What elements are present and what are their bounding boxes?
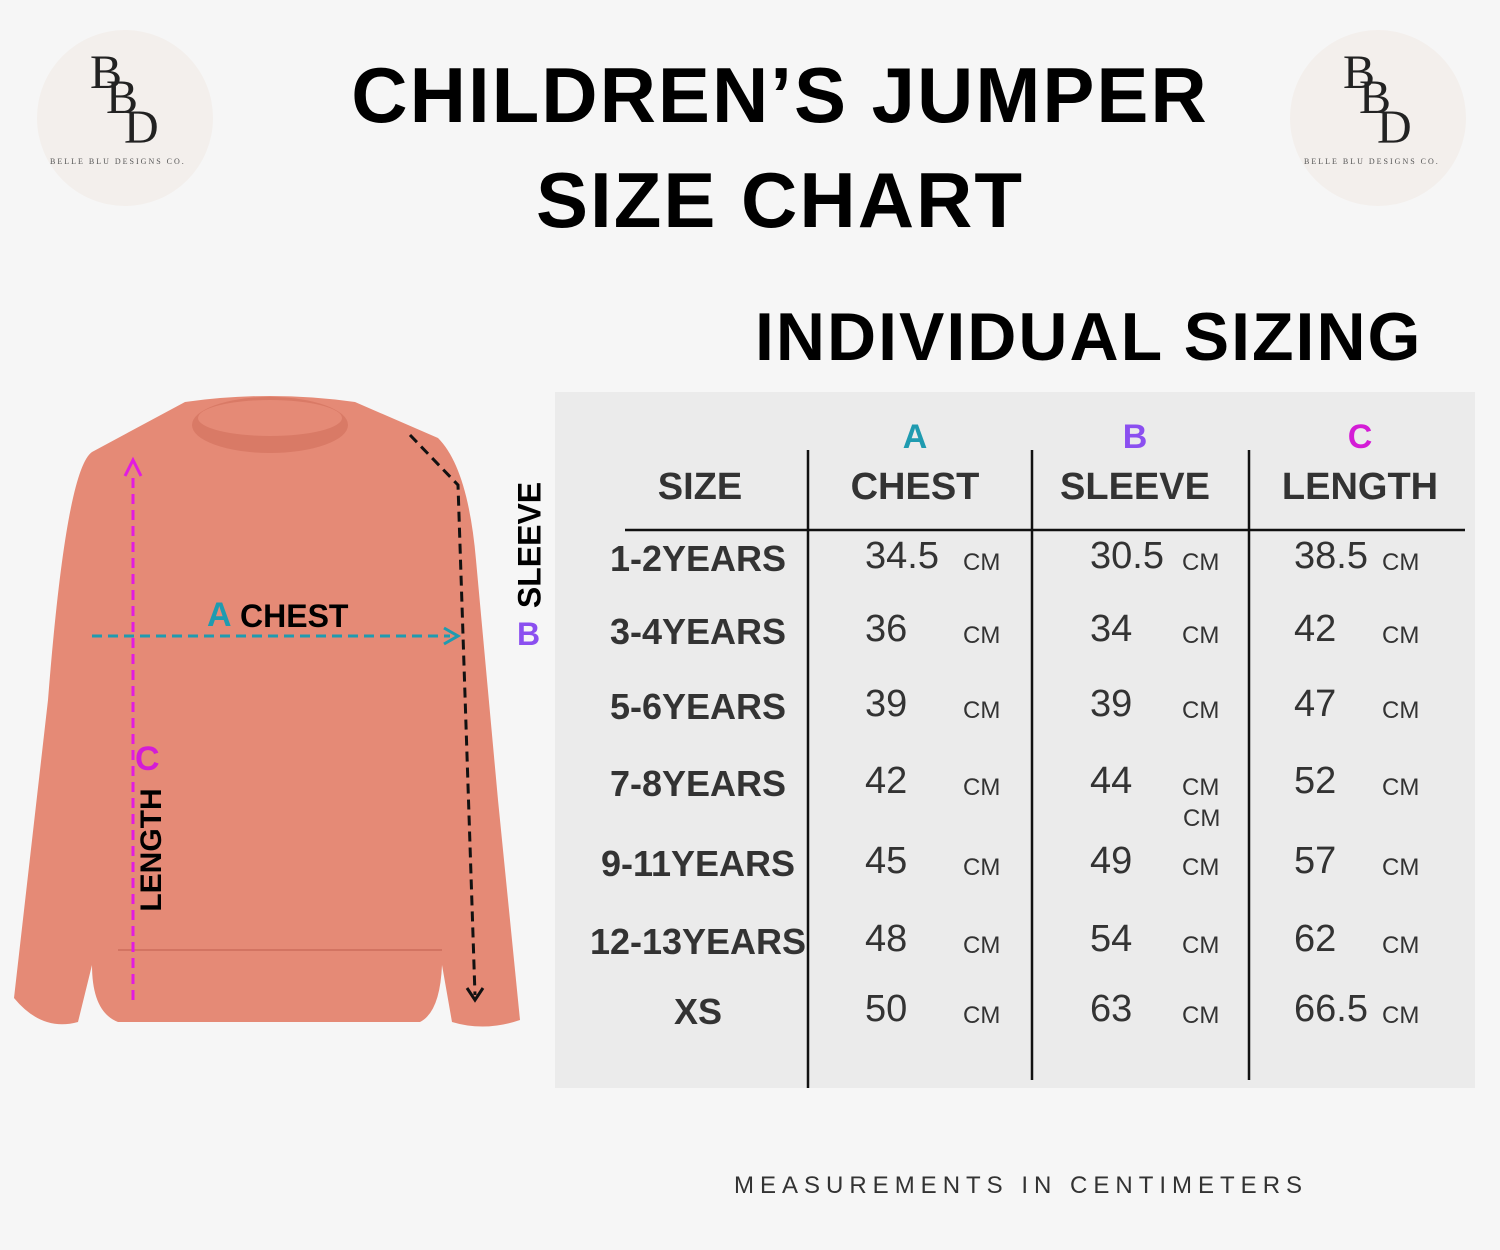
unit: CM [1182,774,1220,801]
size-label: XS [673,991,723,1032]
size-label: 9-11YEARS [600,843,796,884]
measurement: 63 [1090,988,1133,1030]
unit: CM [963,774,1001,801]
size-label: 5-6YEARS [609,686,787,727]
column-letter: B [1122,418,1148,456]
table-rules [625,450,1465,1088]
column-letter: A [902,418,928,456]
measurement: 48 [865,918,908,960]
jumper [14,396,520,1027]
measurement: 39 [865,683,908,725]
logo-letter: D [1377,101,1412,154]
unit: CM [1182,854,1220,881]
size-label: 7-8YEARS [609,763,787,804]
measurement: 30.5 [1090,535,1164,577]
length-label: LENGTH [135,788,168,912]
measurement: 34 [1090,608,1133,650]
column-header: SIZE [657,466,743,508]
measurement: 62 [1294,918,1337,960]
unit: CM [1182,697,1220,724]
chest-letter: A [207,596,232,634]
neckline-inner [198,400,342,436]
logo-name: BELLE BLU DESIGNS CO. [50,157,186,166]
unit: CM [1382,622,1420,649]
logo-badge [1290,30,1466,206]
unit: CM [963,549,1001,576]
logo-name: BELLE BLU DESIGNS CO. [1304,157,1440,166]
subtitle: INDIVIDUAL SIZING [755,299,1423,375]
unit: CM [963,1002,1001,1029]
measurement: 50 [865,988,908,1030]
measurement: 44 [1090,760,1133,802]
unit: CM [1183,805,1221,832]
unit: CM [963,697,1001,724]
measurement: 36 [865,608,908,650]
unit: CM [963,932,1001,959]
column-header: CHEST [850,466,980,508]
sleeve-letter: B [517,616,541,652]
unit: CM [1182,1002,1220,1029]
unit: CM [1382,774,1420,801]
arrow-head [465,987,485,1003]
arrow-head [123,456,143,477]
logo-letter: B [106,71,139,124]
measurement: 47 [1294,683,1337,725]
unit: CM [963,622,1001,649]
size-label: 3-4YEARS [609,611,787,652]
footer-note: MEASUREMENTS IN CENTIMETERS [734,1172,1309,1199]
title: SIZE CHART [536,156,1024,244]
measurement: 39 [1090,683,1133,725]
unit: CM [1382,1002,1420,1029]
unit: CM [963,854,1001,881]
column-header: SLEEVE [1060,466,1210,508]
measurement: 42 [865,760,908,802]
title: CHILDREN’S JUMPER [351,51,1209,139]
measurement: 54 [1090,918,1133,960]
unit: CM [1382,549,1420,576]
column-letter: C [1347,418,1373,456]
measurement: 38.5 [1294,535,1368,577]
logo-letter: B [90,46,123,99]
measurement: 42 [1294,608,1337,650]
size-label: 1-2YEARS [609,538,787,579]
measurement: 45 [865,840,908,882]
measurement: 49 [1090,840,1133,882]
unit: CM [1382,932,1420,959]
unit: CM [1382,697,1420,724]
size-label: 12-13YEARS [589,921,807,962]
logo-letter: B [1343,46,1376,99]
measurement: 52 [1294,760,1337,802]
arrow-head [443,626,462,646]
logo-letter: D [124,101,159,154]
column-header: LENGTH [1281,466,1439,508]
measurement: 34.5 [865,535,939,577]
sleeve-label: SLEEVE [511,481,548,609]
unit: CM [1182,932,1220,959]
table-panel [555,392,1475,1088]
unit: CM [1182,622,1220,649]
length-letter: C [135,740,160,778]
logo-letter: B [1359,71,1392,124]
logo-badge [37,30,213,206]
unit: CM [1382,854,1420,881]
measurement: 66.5 [1294,988,1368,1030]
measurement: 57 [1294,840,1337,882]
chest-label: CHEST [240,598,349,634]
unit: CM [1182,549,1220,576]
sleeve-arrow [408,433,477,996]
